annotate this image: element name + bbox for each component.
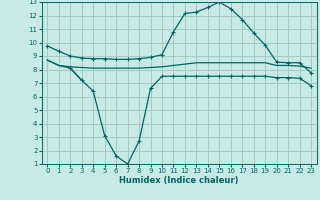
X-axis label: Humidex (Indice chaleur): Humidex (Indice chaleur) <box>119 176 239 185</box>
